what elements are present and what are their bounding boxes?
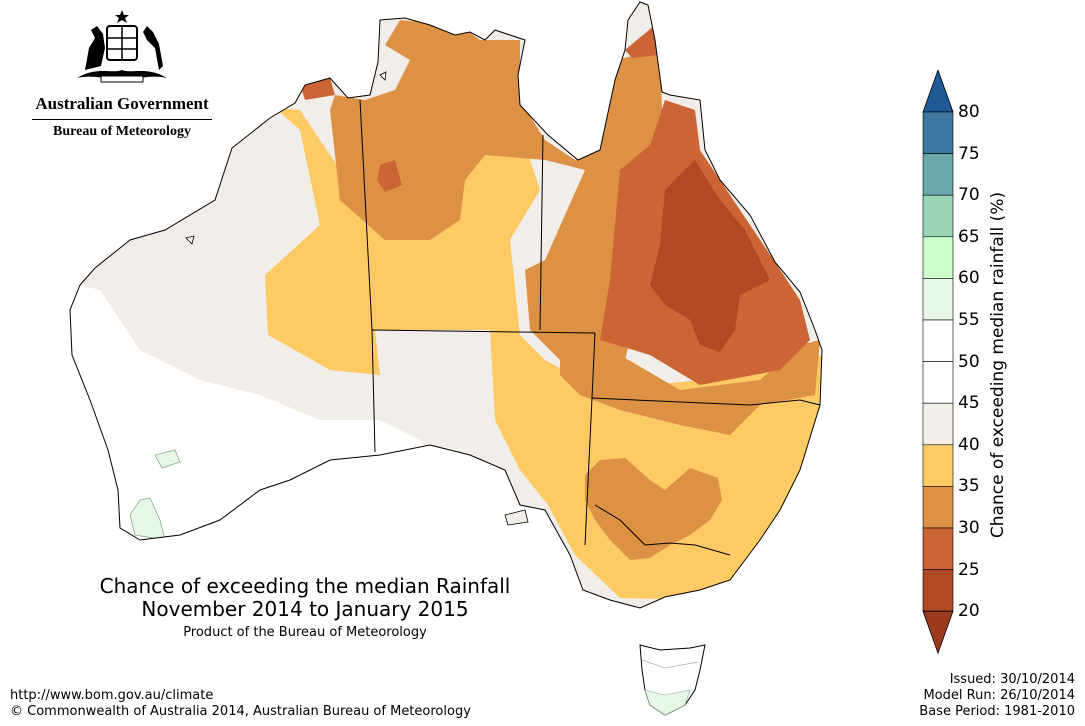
region-20-25 xyxy=(650,160,770,352)
colorbar-tick-label: 45 xyxy=(958,393,980,414)
colorbar-band-50-55 xyxy=(922,319,954,362)
colorbar-band-20-25 xyxy=(922,569,954,612)
colorbar-band-30-35 xyxy=(922,486,954,529)
model-run-date: Model Run: 26/10/2014 xyxy=(923,688,1075,703)
footer-right: Issued: 30/10/2014 Model Run: 26/10/2014… xyxy=(919,672,1075,720)
colorbar xyxy=(922,70,954,655)
map-title: Chance of exceeding the median Rainfall … xyxy=(40,574,570,641)
colorbar-band-25-30 xyxy=(922,527,954,570)
base-period: Base Period: 1981-2010 xyxy=(919,704,1075,719)
colorbar-tick-label: 65 xyxy=(958,226,980,247)
footer-url[interactable]: http://www.bom.gov.au/climate xyxy=(10,688,214,703)
footer-left: http://www.bom.gov.au/climate © Commonwe… xyxy=(10,688,471,720)
footer-copyright: © Commonwealth of Australia 2014, Austra… xyxy=(10,704,471,719)
region-25-30 xyxy=(625,25,660,58)
colorbar-tick-label: 70 xyxy=(958,185,980,206)
tasmania xyxy=(639,644,706,716)
colorbar-tick-label: 55 xyxy=(958,310,980,330)
coat-of-arms-icon xyxy=(77,10,167,83)
colorbar-tick-label: 35 xyxy=(958,476,980,497)
state-borders xyxy=(359,99,821,556)
colorbar-band-75-80 xyxy=(922,111,954,154)
coastline xyxy=(69,1,823,609)
title-line-1: Chance of exceeding the median Rainfall xyxy=(99,574,511,598)
colorbar-band-60-65 xyxy=(922,236,954,279)
colorbar-band-35-40 xyxy=(922,444,954,487)
colorbar-band-below-20 xyxy=(922,610,954,655)
colorbar-tick-label: 20 xyxy=(958,601,980,622)
colorbar-tick-label: 60 xyxy=(958,268,980,289)
colorbar-tick-label: 30 xyxy=(958,518,980,538)
colorbar-tick-label: 50 xyxy=(958,351,980,372)
colorbar-band-65-70 xyxy=(922,194,954,238)
agency-name: Bureau of Meteorology xyxy=(53,124,191,139)
title-line-3: Product of the Bureau of Meteorology xyxy=(183,625,427,640)
title-line-2: November 2014 to January 2015 xyxy=(141,597,469,621)
colorbar-band-70-75 xyxy=(922,153,954,196)
region-45-55 xyxy=(70,280,440,545)
colorbar-tick-label: 75 xyxy=(958,143,980,164)
colorbar-tick-label: 80 xyxy=(958,102,980,122)
logo-divider xyxy=(32,119,212,120)
colorbar-tick-label: 40 xyxy=(958,434,980,455)
colorbar-band-40-45 xyxy=(922,402,954,446)
colorbar-band-55-60 xyxy=(922,278,954,321)
colorbar-band-above-80 xyxy=(922,70,954,113)
region-30-35-north xyxy=(330,20,665,390)
government-name: Australian Government xyxy=(35,94,209,113)
colorbar-band-45-50 xyxy=(922,361,954,404)
colorbar-title: Chance of exceeding median rainfall (%) xyxy=(988,191,1008,539)
colorbar-tick-label: 25 xyxy=(958,559,980,580)
issued-date: Issued: 30/10/2014 xyxy=(949,672,1075,687)
government-logo-block: Australian Government Bureau of Meteorol… xyxy=(22,8,222,140)
